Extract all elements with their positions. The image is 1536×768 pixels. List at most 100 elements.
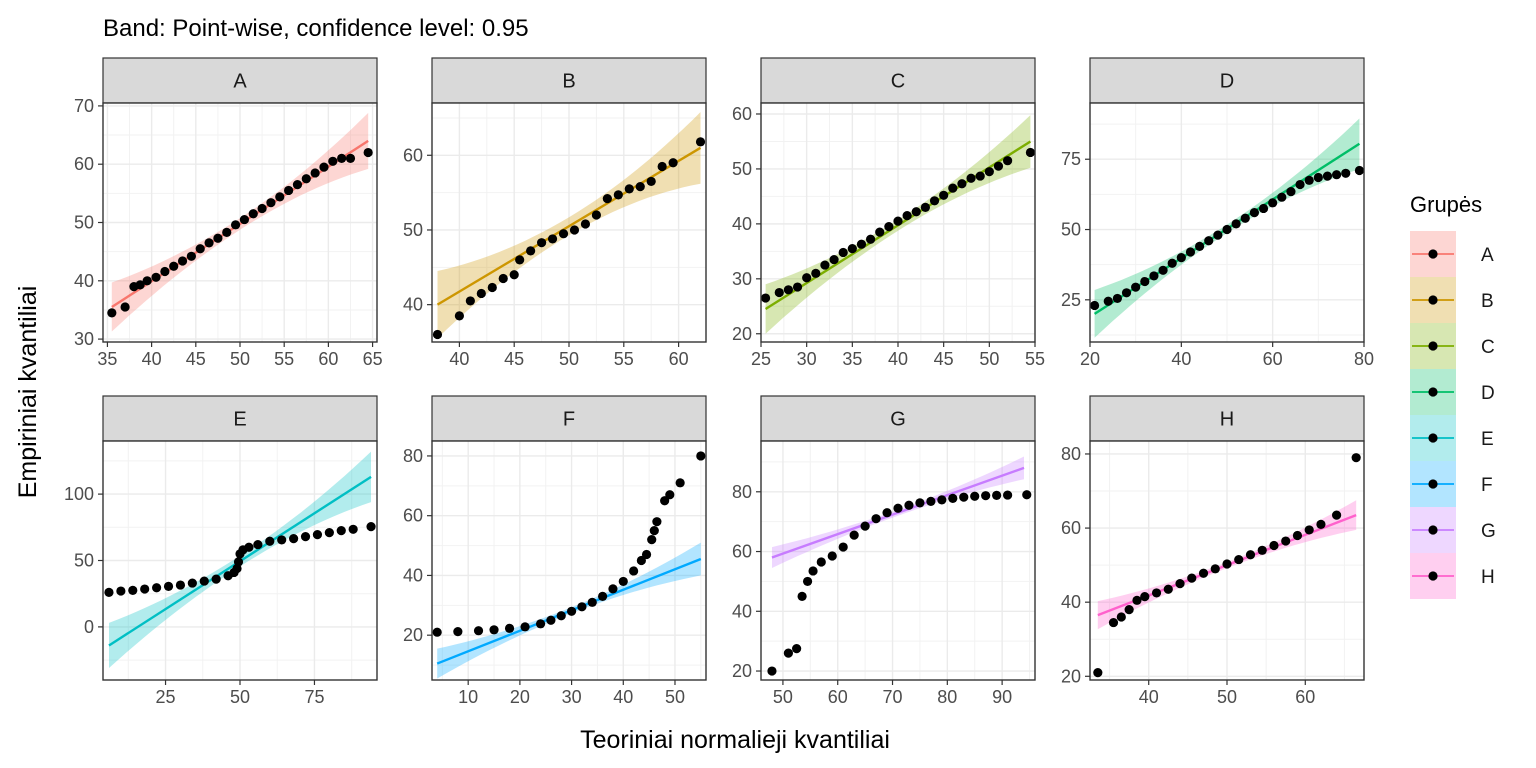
x-tick-label: 60: [1263, 349, 1283, 369]
data-point: [289, 533, 299, 544]
legend-label: D: [1481, 383, 1495, 404]
data-point: [783, 285, 794, 295]
facet-panel-g: G 50 60 70 80 90 20 40 60 80: [732, 395, 1036, 707]
data-point: [646, 176, 656, 187]
facet-strip-label: A: [233, 71, 247, 93]
y-tick-label: 75: [1061, 149, 1081, 169]
data-point: [1176, 253, 1186, 263]
data-point: [253, 539, 263, 550]
data-point: [929, 196, 940, 206]
y-tick-label: 30: [732, 269, 752, 289]
data-point: [187, 578, 197, 588]
x-tick-label: 60: [318, 349, 338, 369]
x-tick-label: 55: [614, 349, 634, 369]
y-tick-label: 60: [403, 145, 423, 165]
data-point: [811, 268, 821, 278]
x-tick-label: 10: [458, 687, 478, 707]
data-point: [1124, 604, 1134, 615]
x-tick-label: 55: [1025, 349, 1045, 369]
data-point: [473, 626, 484, 636]
data-point: [904, 500, 914, 510]
panel-border: [431, 440, 707, 681]
x-tick-label: 60: [828, 687, 848, 707]
data-point: [1195, 241, 1205, 251]
data-point: [566, 606, 577, 616]
facet-panel-f: F 10 20 30 40 50 20 40 60 80: [403, 395, 707, 707]
data-point: [160, 266, 170, 277]
y-tick-label: 40: [732, 214, 752, 234]
facet-strip: [1089, 395, 1365, 442]
data-point: [1198, 568, 1209, 578]
data-point: [175, 580, 186, 590]
x-tick-label: 50: [230, 349, 250, 369]
x-tick-label: 80: [937, 687, 957, 707]
data-point: [1167, 258, 1177, 268]
legend-key-point: [1428, 387, 1438, 397]
data-point: [1121, 288, 1132, 298]
facet-strip-label: G: [890, 409, 906, 431]
data-point: [847, 243, 857, 254]
data-point: [301, 174, 311, 184]
y-tick-label: 80: [1061, 444, 1081, 464]
data-point: [970, 491, 980, 501]
legend-label: E: [1481, 429, 1494, 450]
data-point: [432, 329, 443, 340]
x-tick-label: 65: [363, 349, 383, 369]
data-point: [366, 522, 376, 532]
y-tick-label: 50: [732, 159, 752, 179]
y-tick-label: 60: [732, 542, 752, 562]
data-point: [128, 585, 138, 595]
data-point: [783, 648, 794, 658]
panel-background: [432, 441, 706, 680]
legend-entry-e: E: [1410, 415, 1494, 461]
data-point: [1151, 588, 1162, 598]
legend-entry-b: B: [1410, 277, 1494, 323]
data-point: [959, 492, 969, 502]
facet-strip: [431, 57, 707, 104]
x-tick-label: 40: [1171, 349, 1191, 369]
facet-panel-e: E 25 50 75 0 50 100: [64, 395, 378, 707]
x-tick-label: 50: [979, 349, 999, 369]
data-point: [489, 625, 499, 635]
data-point: [213, 233, 223, 243]
data-point: [802, 576, 813, 587]
legend: Grupės A B C D E F G H: [1410, 192, 1496, 599]
data-point: [602, 194, 612, 204]
data-point: [151, 272, 161, 282]
data-point: [204, 238, 214, 248]
data-point: [647, 534, 657, 545]
y-tick-label: 60: [74, 154, 94, 174]
data-point: [107, 308, 117, 318]
facet-strip: [102, 395, 378, 442]
data-point: [838, 542, 848, 552]
data-point: [1269, 540, 1279, 551]
y-tick-label: 80: [732, 482, 752, 502]
y-tick-label: 25: [1061, 290, 1081, 310]
data-point: [547, 234, 558, 244]
data-point: [476, 288, 486, 299]
data-point: [767, 666, 777, 676]
data-point: [591, 210, 602, 220]
data-point: [535, 619, 546, 629]
y-tick-label: 40: [403, 565, 423, 585]
data-point: [1354, 165, 1365, 176]
data-point: [624, 184, 634, 194]
y-tick-label: 40: [403, 295, 423, 315]
data-point: [774, 287, 784, 298]
legend-key-point: [1428, 295, 1438, 305]
legend-key-point: [1428, 341, 1438, 351]
data-point: [1149, 271, 1159, 281]
data-point: [827, 551, 837, 561]
data-point: [1286, 186, 1296, 197]
x-tick-label: 45: [504, 349, 524, 369]
y-tick-label: 50: [1061, 220, 1081, 240]
data-point: [265, 536, 275, 546]
x-tick-label: 40: [449, 349, 469, 369]
y-tick-label: 20: [732, 661, 752, 681]
legend-key-point: [1428, 571, 1438, 581]
data-point: [1213, 230, 1223, 240]
data-point: [902, 211, 912, 221]
y-tick-label: 20: [1061, 666, 1081, 686]
data-point: [792, 282, 803, 292]
y-tick-label: 40: [1061, 592, 1081, 612]
